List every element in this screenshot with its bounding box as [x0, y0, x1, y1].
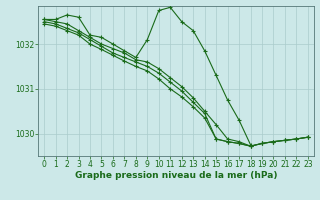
X-axis label: Graphe pression niveau de la mer (hPa): Graphe pression niveau de la mer (hPa)	[75, 171, 277, 180]
